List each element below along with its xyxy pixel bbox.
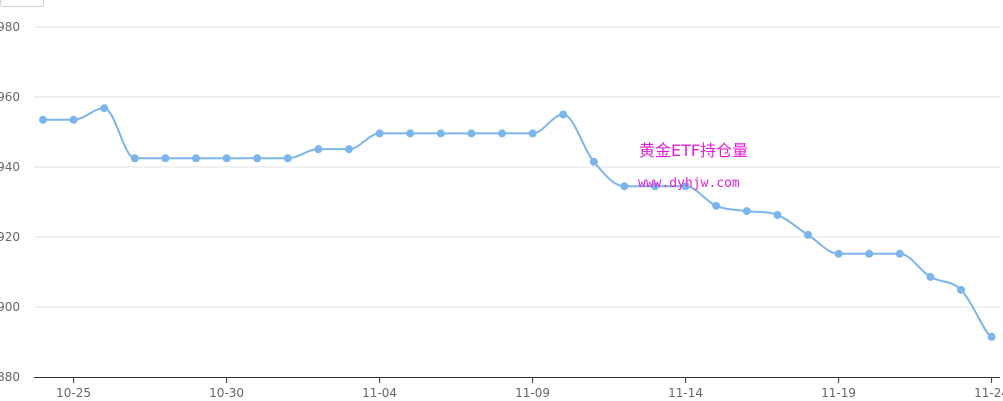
data-point[interactable] [589, 157, 598, 166]
data-point[interactable] [681, 182, 690, 191]
data-point[interactable] [498, 129, 506, 138]
data-point[interactable] [957, 285, 965, 294]
data-point[interactable] [804, 230, 812, 239]
data-point[interactable] [834, 249, 843, 258]
x-tick-label: 11-14 [668, 386, 703, 400]
data-point[interactable] [130, 154, 139, 163]
y-tick-label: 900 [0, 300, 20, 314]
collapsed-control[interactable] [0, 0, 44, 7]
data-point[interactable] [375, 129, 384, 138]
x-tick-label: 10-25 [56, 386, 91, 400]
x-tick-label: 11-09 [515, 386, 550, 400]
x-tick-label: 10-30 [209, 386, 244, 400]
data-point[interactable] [895, 249, 904, 258]
y-tick-label: 880 [0, 370, 20, 384]
watermark-title: 黄金ETF持仓量 [639, 141, 749, 160]
y-tick-label: 960 [0, 90, 20, 104]
data-point[interactable] [406, 129, 415, 138]
data-point[interactable] [773, 210, 782, 219]
data-point[interactable] [559, 110, 568, 119]
y-tick-label: 940 [0, 160, 20, 174]
gridlines [34, 26, 1000, 308]
data-point[interactable] [345, 145, 353, 154]
data-point[interactable] [161, 154, 170, 163]
data-point[interactable] [100, 104, 109, 113]
series-line [42, 107, 993, 338]
data-point[interactable] [528, 129, 537, 138]
data-point[interactable] [283, 154, 292, 163]
series [39, 104, 996, 341]
y-tick-label: 920 [0, 230, 20, 244]
data-point[interactable] [467, 129, 476, 138]
x-tick-label: 11-24 [974, 386, 1003, 400]
data-point[interactable] [192, 154, 200, 163]
data-point[interactable] [314, 145, 323, 154]
y-axis: 880 900 920 940 960 980 [0, 20, 20, 384]
x-tick-label: 11-19 [821, 386, 856, 400]
data-point[interactable] [39, 115, 47, 124]
data-point[interactable] [222, 154, 231, 163]
data-point[interactable] [865, 249, 874, 258]
data-point[interactable] [651, 182, 659, 191]
watermark-url: www.dyhjw.com [638, 176, 740, 191]
x-tick-label: 11-04 [362, 386, 397, 400]
x-axis: 10-25 10-30 11-04 11-09 11-14 11-19 11-24 [34, 377, 1003, 400]
data-point[interactable] [987, 332, 996, 341]
data-point[interactable] [253, 154, 262, 163]
data-point[interactable] [620, 182, 629, 191]
y-tick-label: 980 [0, 20, 20, 34]
data-point[interactable] [926, 272, 935, 281]
data-point[interactable] [436, 129, 445, 138]
data-point[interactable] [69, 115, 78, 124]
data-point[interactable] [712, 201, 721, 210]
data-point[interactable] [742, 207, 751, 216]
